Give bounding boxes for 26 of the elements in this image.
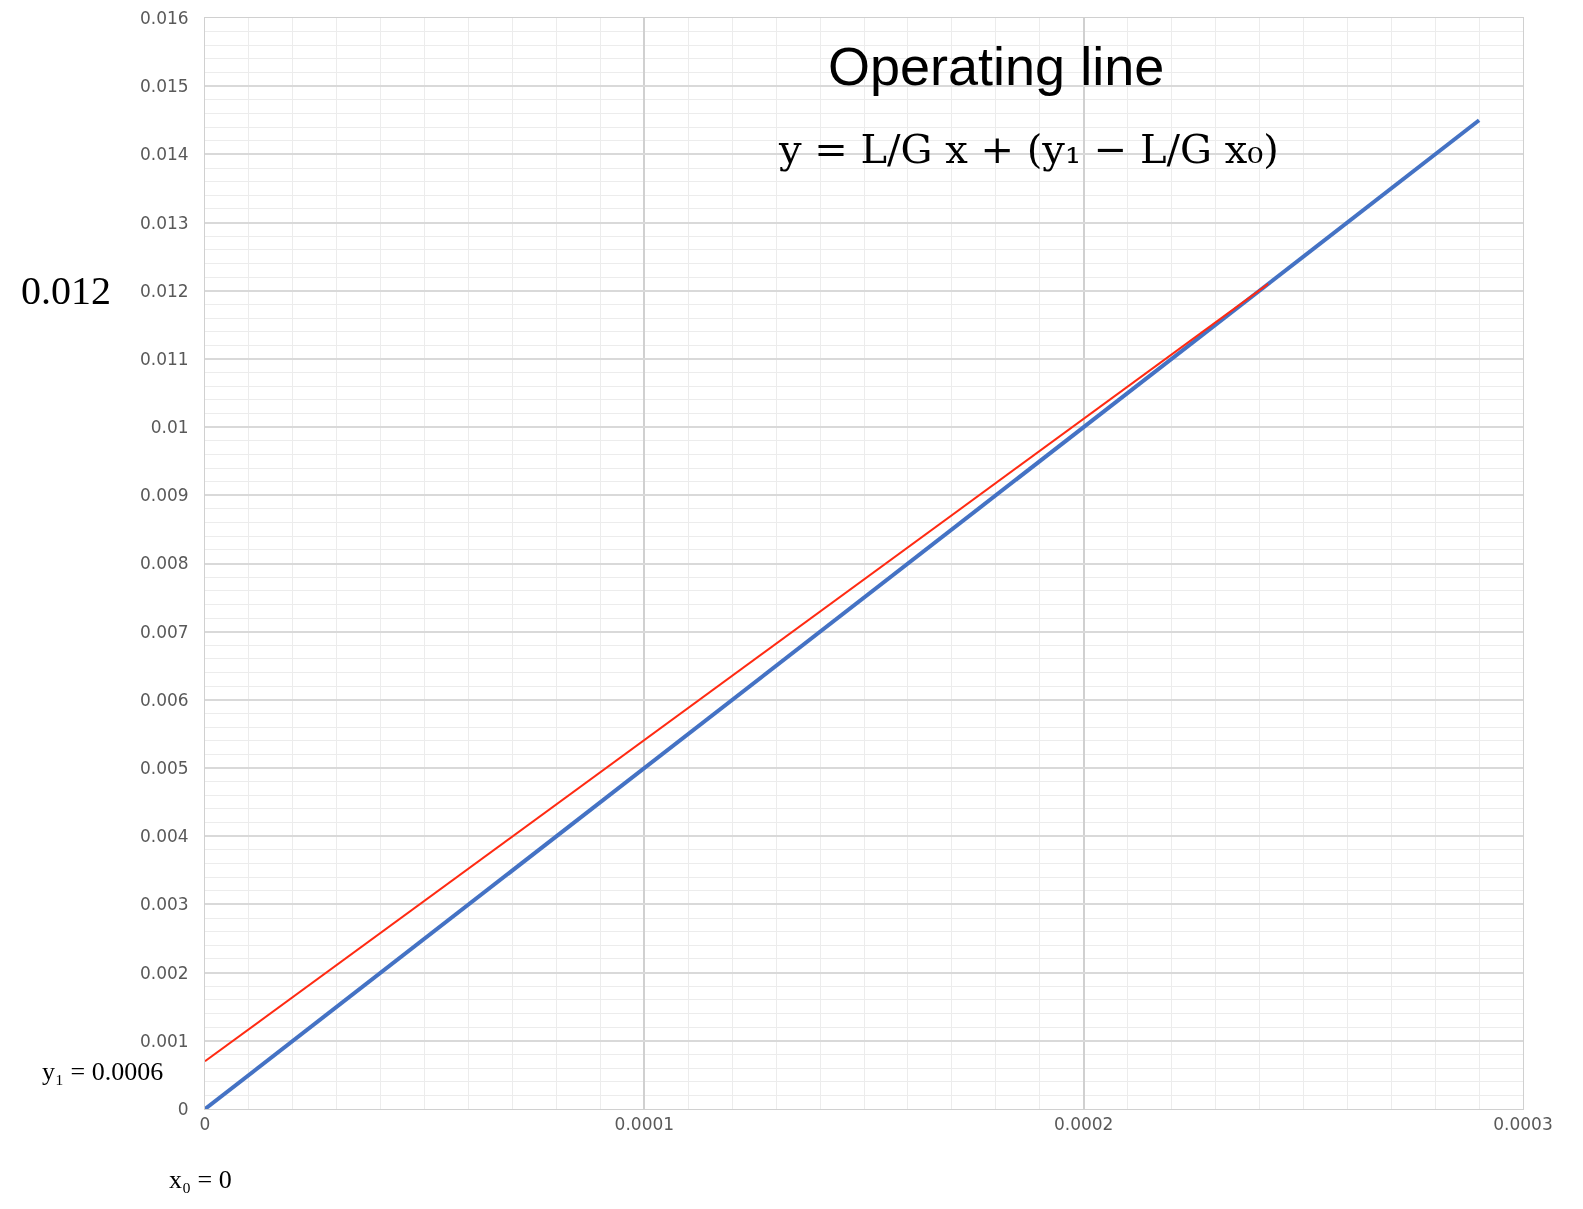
y-tick-label: 0.009 bbox=[139, 485, 189, 506]
x-tick-label: 0 bbox=[199, 1114, 211, 1135]
x-tick-label: 0.0001 bbox=[614, 1114, 675, 1135]
y-tick-label: 0.013 bbox=[139, 212, 189, 233]
y-tick-label: 0.005 bbox=[139, 758, 189, 779]
y-tick-label: 0.006 bbox=[139, 689, 189, 710]
y-tick-label: 0.003 bbox=[139, 894, 189, 915]
y-tick-label: 0.011 bbox=[139, 348, 189, 369]
y-tick-label: 0.012 bbox=[139, 280, 189, 301]
y-tick-label: 0.007 bbox=[139, 621, 189, 642]
y-tick-label: 0.015 bbox=[139, 76, 189, 97]
y-tick-label: 0.004 bbox=[139, 826, 189, 847]
y-tick-label: 0.002 bbox=[139, 962, 189, 983]
annotation: x₀ = 0 bbox=[169, 1165, 232, 1194]
x-tick-label: 0.0002 bbox=[1053, 1114, 1114, 1135]
y-tick-label: 0.008 bbox=[139, 553, 189, 574]
text: 0.012 bbox=[21, 268, 111, 313]
y-tick-label: 0.016 bbox=[139, 7, 189, 28]
y-tick-label: 0.001 bbox=[139, 1030, 189, 1051]
annotation: y = L/G x + (y₁ − L/G x₀) bbox=[778, 126, 1279, 172]
x-tick-label: 0.0003 bbox=[1493, 1114, 1553, 1135]
annotation: Operating line bbox=[828, 36, 1165, 96]
y-tick-label: 0 bbox=[177, 1098, 189, 1119]
text: y₁ = 0.0006 bbox=[42, 1057, 164, 1086]
y-tick-label: 0.014 bbox=[139, 144, 189, 165]
y-tick-label: 0.01 bbox=[150, 417, 189, 438]
